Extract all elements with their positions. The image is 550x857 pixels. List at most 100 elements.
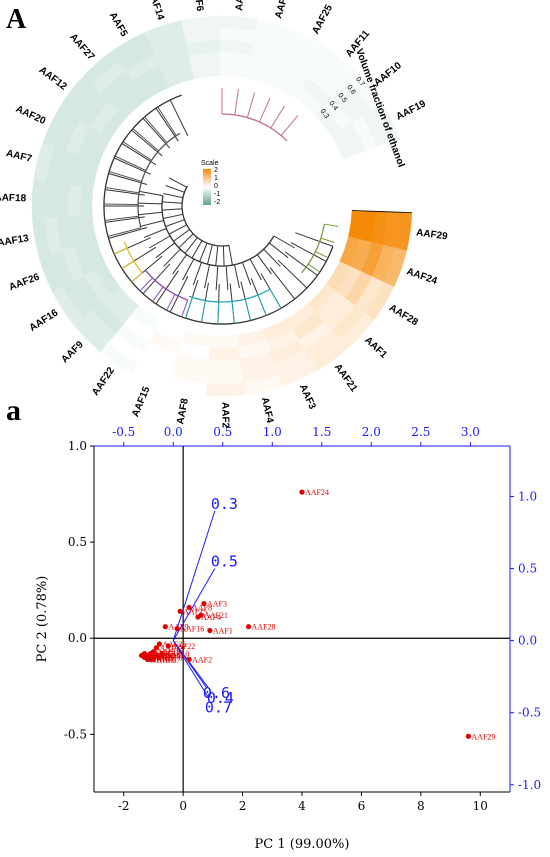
dendrogram-leaf-line [165, 185, 185, 193]
top-tick-label: -0.5 [112, 425, 135, 439]
dendrogram-leaf-line [138, 211, 163, 216]
dendrogram-branch [188, 288, 271, 303]
dendrogram-leaf-line [244, 299, 252, 321]
score-point [177, 608, 183, 614]
circular-heatmap: AAF29AAF24AAF28AAF1AAF21AAF3AAF4AAF2AAF8… [0, 0, 449, 429]
dendrogram-leaf-line [215, 245, 219, 266]
top-tick-label: 0.0 [164, 425, 183, 439]
point-label: AAF17 [150, 655, 174, 664]
scale-tick: -2 [214, 199, 220, 206]
dendrogram-leaf-line [199, 242, 208, 262]
score-point [165, 643, 171, 649]
dendrogram-leaf-line [152, 286, 164, 302]
point-label: AAF4 [201, 613, 221, 622]
dendrogram-leaf-line [157, 106, 177, 136]
score-point [299, 489, 305, 495]
score-point [207, 627, 213, 634]
dendrogram-branch [123, 241, 143, 274]
dendrogram-leaf-line [191, 240, 203, 259]
point-label: AAF27 [156, 655, 180, 664]
dendrogram-leaf-line [233, 264, 240, 289]
leaf-label: AAF18 [0, 192, 27, 204]
point-label: AAF28 [252, 623, 276, 632]
plot-frame [93, 445, 511, 793]
heatmap-cells [31, 15, 413, 397]
dendrogram-leaf-line [168, 224, 187, 235]
point-label: AAF19 [156, 652, 180, 661]
scale-title: Scale [201, 160, 219, 167]
dendrogram-leaf-line [263, 248, 281, 267]
point-label: AAF2 [192, 655, 212, 664]
top-tick-label: 3.0 [461, 425, 480, 439]
x-tick-label: 0 [179, 799, 187, 813]
loading-vectors: 0.30.50.60.40.7 [172, 495, 238, 716]
point-label: AAF9 [168, 623, 188, 632]
dendrogram-leaf-line [231, 301, 235, 324]
dendrogram-leaf-line [324, 223, 339, 227]
dendrogram-leaf-line [217, 301, 220, 324]
dendrogram-leaf-line [122, 141, 152, 161]
point-label: AAF26 [162, 640, 186, 649]
dendrogram-leaf-line [173, 229, 190, 242]
point-label: AAF21 [204, 611, 228, 620]
axis-ticks: -2 0 2 4 6 8 10 1.0 0.5 0.0 -0.5 -0.5 0.0 0.5 1.0 1.5 2.… [35, 425, 541, 852]
point-label: AAF16 [180, 625, 204, 634]
dendrogram-leaf-line [269, 288, 282, 309]
point-label: AAF24 [305, 488, 329, 497]
right-tick-label: 1.0 [518, 489, 537, 503]
score-point [174, 626, 180, 632]
score-point [186, 604, 192, 611]
dendrogram-leaf-line [114, 155, 147, 171]
point-label: AAF13 [159, 644, 183, 653]
leaf-label: AAF8 [175, 397, 191, 425]
dendrogram-leaf-line [234, 89, 239, 115]
dendrogram-leaf-line [215, 265, 219, 290]
x-tick-label: 2 [239, 799, 247, 813]
dendrogram-leaf-line [273, 235, 295, 249]
dendrogram-leaf-line [162, 208, 183, 211]
dendrogram-leaf-line [138, 202, 163, 205]
dendrogram-leaf-line [290, 242, 327, 262]
panel-a-letter: A [6, 4, 27, 35]
top-tick-label: 2.5 [411, 425, 430, 439]
y-tick-label: -0.5 [64, 727, 87, 741]
point-label: AAF1 [213, 627, 233, 636]
scale-legend: Scale 210-1-2 [201, 160, 220, 206]
point-label: AAF10 [165, 650, 189, 659]
right-tick-label: 0.0 [518, 634, 537, 648]
panel-b-letter: a [6, 394, 21, 427]
dendrogram-leaf-line [249, 258, 262, 281]
score-point [156, 641, 162, 647]
top-tick-label: 1.0 [263, 425, 282, 439]
dendrogram-leaf-line [204, 264, 211, 289]
loading-vector [172, 568, 216, 641]
score-point [153, 645, 159, 651]
dendrogram-leaf-line [169, 99, 189, 137]
point-label: AAF14 [159, 652, 183, 661]
y-tick-label: 0.5 [68, 535, 87, 549]
loading-label: 0.7 [205, 698, 232, 716]
dendrogram-leaf-line [139, 190, 163, 197]
top-tick-label: 0.5 [213, 425, 232, 439]
point-label: AAF6 [162, 653, 182, 662]
dendrogram-branch [161, 195, 275, 267]
dendrogram-leaf-line [165, 219, 185, 227]
dendrogram-leaf-line [320, 237, 335, 243]
score-point [162, 624, 168, 630]
dendrogram-leaf-line [113, 157, 151, 175]
x-tick-label: 8 [417, 799, 425, 813]
dendrogram-branch [301, 223, 326, 274]
score-point [195, 614, 201, 620]
dendrogram-leaf-line [182, 258, 195, 281]
loading-label: 0.4 [207, 689, 234, 707]
leaf-label: AAF2 [219, 402, 230, 429]
dendrogram-leaf-line [139, 277, 153, 292]
y-axis-title: PC 2 (0.78%) [35, 576, 50, 663]
dendrogram-leaf-line [284, 251, 318, 276]
dendrogram-leaf-line [222, 245, 225, 266]
dendrogram-leaf-line [258, 97, 271, 123]
loading-label: 0.3 [211, 495, 238, 513]
dendrogram-leaf-line [140, 220, 164, 227]
dendrogram-leaf-line [144, 116, 168, 143]
dendrogram-leaf-line [168, 177, 187, 188]
